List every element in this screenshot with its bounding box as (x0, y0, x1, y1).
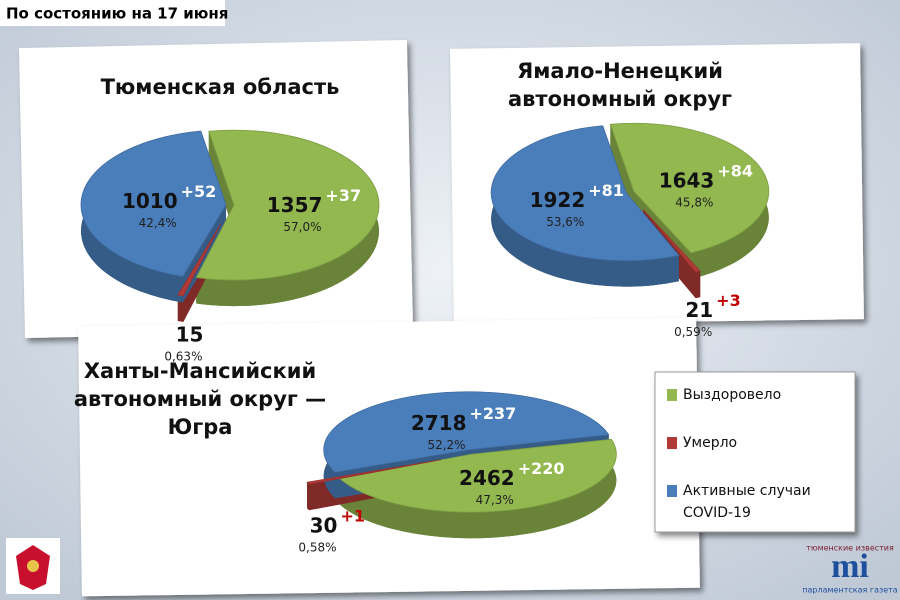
logo-top: тюменские известия (806, 544, 894, 553)
slice-side (695, 271, 701, 299)
chart-title: Ямало-Ненецкий (517, 59, 723, 83)
share-label: 57,0% (283, 220, 321, 234)
slice (80, 130, 227, 277)
slice (177, 223, 222, 297)
slice (195, 129, 380, 281)
share-label: 0,58% (298, 540, 336, 554)
share-label: 52,2% (427, 438, 465, 452)
chart-title: автономный округ (508, 87, 732, 111)
share-label: 0,63% (164, 349, 202, 363)
value-label: 1357 (267, 193, 323, 217)
legend-swatch (667, 437, 677, 449)
value-label: 30 (310, 513, 338, 537)
legend-label: COVID-19 (683, 505, 751, 521)
slice-side (307, 482, 310, 511)
chart-title: Ханты-Мансийский (84, 359, 316, 383)
value-label: 1010 (122, 189, 178, 213)
slice (490, 125, 680, 262)
value-label: 2718 (411, 411, 467, 435)
change-label: +1 (340, 506, 365, 525)
legend-swatch (667, 389, 677, 401)
share-label: 0,59% (674, 325, 712, 339)
charts: Выздоровело Умерло Активные случаи COVID-19… (74, 59, 811, 554)
share-label: 42,4% (139, 216, 177, 230)
value-label: 1643 (659, 168, 715, 192)
change-label: +237 (470, 404, 517, 423)
legend-label: Умерло (683, 435, 737, 451)
share-label: 53,6% (546, 215, 584, 229)
slice (609, 122, 770, 254)
slice (306, 459, 441, 485)
value-label: 2462 (459, 466, 515, 490)
slice (323, 391, 610, 473)
change-label: +52 (181, 182, 217, 201)
header-date: По состоянию на 17 июня (6, 5, 228, 23)
legend-swatch (667, 485, 677, 497)
change-label: +220 (518, 459, 565, 478)
value-label: 15 (176, 322, 204, 346)
chart-title: автономный округ — (74, 387, 326, 411)
value-label: 1922 (530, 188, 586, 212)
logo-bottom: парламентская газета (802, 586, 898, 595)
chart-title: Югра (168, 415, 233, 439)
slice (338, 438, 617, 513)
share-label: 45,8% (675, 195, 713, 209)
legend-box (654, 371, 856, 533)
emblem-detail (27, 560, 39, 572)
change-label: +81 (588, 181, 624, 200)
change-label: +84 (717, 161, 753, 180)
header-box (0, 0, 225, 26)
legend-label: Активные случаи (683, 483, 811, 499)
share-label: 47,3% (476, 493, 514, 507)
change-label: +3 (716, 291, 741, 310)
slice (642, 209, 701, 273)
value-label: 21 (685, 298, 713, 322)
legend-label: Выздоровело (683, 387, 781, 403)
slice-side (339, 439, 617, 539)
logo-mark: mi (831, 548, 869, 585)
change-label: +37 (325, 186, 361, 205)
chart-title: Тюменская область (101, 75, 340, 99)
